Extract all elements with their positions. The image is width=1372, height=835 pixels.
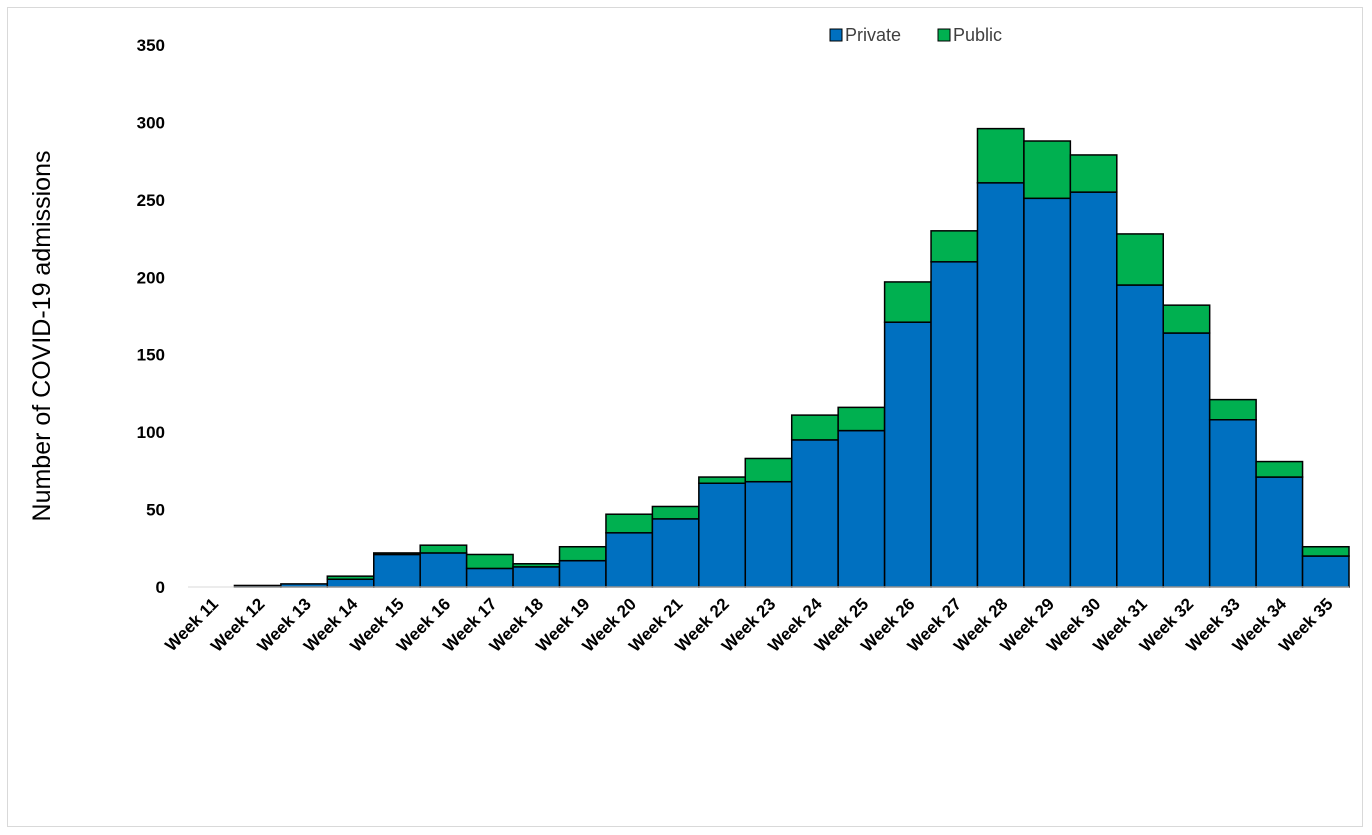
bar-private-week-33 [1208,419,1257,588]
bar-public-week-18 [512,563,561,568]
y-tick-label: 250 [137,191,165,210]
bar-public-week-23 [744,457,793,483]
y-tick-label: 100 [137,423,165,442]
bar-private-week-17 [465,567,514,588]
bar-private-week-29 [1023,197,1072,588]
bar-public-week-34 [1255,460,1304,478]
y-axis-label: Number of COVID-19 admissions [28,151,56,522]
y-tick-label: 350 [137,36,165,55]
legend: Private Public [829,25,1002,45]
bar-public-week-28 [976,127,1025,184]
bar-public-week-15 [373,552,421,556]
bar-private-week-15 [373,553,421,588]
bar-private-week-22 [698,482,747,588]
bar-public-week-26 [883,281,932,323]
bar-private-week-35 [1301,555,1350,588]
bar-private-week-24 [790,439,839,588]
y-tick-label: 200 [137,268,165,287]
legend-swatch-private [829,28,843,42]
bar-private-week-25 [837,429,886,588]
chart-frame: 0 50 100 150 200 250 300 350 Week 11 Week 12 Week… [7,7,1363,827]
bar-private-week-28 [976,182,1025,588]
bar-private-week-16 [419,552,468,588]
bar-public-week-21 [651,505,700,520]
bar-public-week-19 [558,545,607,562]
bar-private-week-26 [883,321,932,588]
bar-public-week-24 [790,414,839,441]
bar-public-week-35 [1301,545,1350,557]
bar-private-week-14 [326,578,375,588]
bar-public-week-22 [698,476,747,484]
legend-label-private: Private [845,25,901,45]
bar-public-week-32 [1162,304,1211,334]
bar-public-week-20 [605,513,654,534]
bar-private-week-31 [1116,284,1164,588]
y-tick-label: 0 [156,578,165,597]
bar-public-week-29 [1023,140,1072,200]
bars-group [233,127,1350,588]
y-tick-label: 300 [137,113,165,132]
bar-public-week-14 [326,575,375,581]
bar-private-week-34 [1255,476,1304,588]
bar-private-week-19 [558,559,607,588]
y-tick-labels: 0 50 100 150 200 250 300 350 [137,36,165,597]
bar-public-week-25 [837,406,886,432]
bar-public-week-16 [419,544,468,554]
bar-private-week-18 [512,566,561,588]
bar-private-week-21 [651,518,700,588]
bar-public-week-27 [930,230,979,263]
bar-public-week-17 [465,553,514,570]
bar-private-week-32 [1162,332,1211,588]
bar-public-week-31 [1116,233,1164,286]
bar-public-week-30 [1069,154,1118,193]
bar-private-week-23 [744,480,793,588]
legend-label-public: Public [953,25,1002,45]
bar-public-week-33 [1208,398,1257,421]
bar-private-week-30 [1069,191,1118,588]
legend-swatch-public [937,28,951,42]
bar-private-week-20 [605,532,654,588]
bar-private-week-27 [930,261,979,588]
y-tick-label: 150 [137,346,165,365]
y-tick-label: 50 [146,501,165,520]
